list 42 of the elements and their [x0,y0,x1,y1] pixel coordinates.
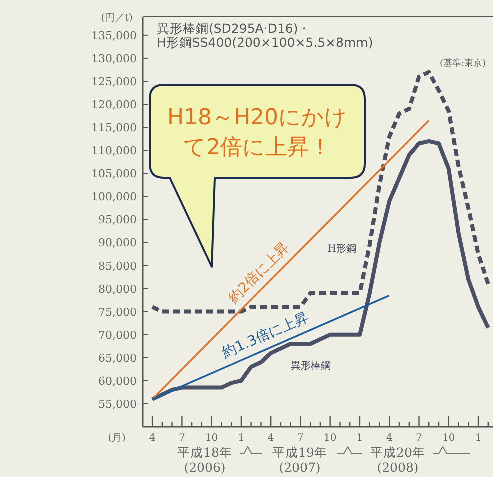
y-tick-label: 105,000 [92,168,137,181]
y-tick-label: 125,000 [92,75,137,88]
x-tick-label: 7 [298,433,304,444]
x-tick-label: 4 [149,433,156,444]
x-tick-label: 1 [475,433,482,444]
x-tick-label: 7 [416,433,422,444]
x-tick-label: 10 [324,433,337,444]
text: 約2倍に上昇 [226,240,293,307]
text: 平成18年 (2006) [178,445,232,475]
y-tick-label: 100,000 [92,190,137,204]
y-tick-label: 80,000 [98,282,137,296]
annotation: H18～H20にかけて2倍に上昇！ [167,106,348,160]
text: 約1.3倍に上昇 [220,310,312,362]
y-tick-label: 70,000 [98,328,137,342]
x-tick-label: 10 [442,433,456,444]
x-tick-label: 10 [205,433,218,444]
text: 平成19年 (2007) [272,445,328,475]
y-tick-label: 135,000 [92,29,137,42]
text: H形鋼SS400(200×100×5.5×8mm) [157,35,374,50]
x-tick-label: 1 [356,433,364,444]
text: 平成20年 (2008) [370,445,426,475]
series-label: H形鋼 [328,244,356,255]
y-tick-label: 120,000 [92,98,137,112]
y-axis-title: (円／t) [101,13,134,24]
x-tick-label: 4 [386,433,393,444]
series-label: 異形棒鋼 [291,360,331,372]
y-tick-label: 110,000 [92,144,137,158]
y-tick-label: 95,000 [98,214,137,227]
y-tick-label: 85,000 [98,260,137,273]
y-tick-label: 75,000 [98,306,137,319]
y-tick-label: 115,000 [92,122,137,135]
y-tick-label: 130,000 [92,52,137,66]
x-tick-label: 1 [238,433,245,444]
x-tick-label: 7 [178,433,186,444]
x-axis-title: (月) [108,433,126,444]
y-tick-label: 60,000 [98,374,137,388]
y-tick-label: 90,000 [98,236,137,250]
x-tick-label: 4 [268,433,274,444]
y-tick-label: 55,000 [98,398,137,411]
chart-title: 異形棒鋼(SD295A·D16)・ [157,21,312,36]
y-tick-label: 65,000 [98,352,137,365]
annotation: (基準:東京) [440,58,486,69]
